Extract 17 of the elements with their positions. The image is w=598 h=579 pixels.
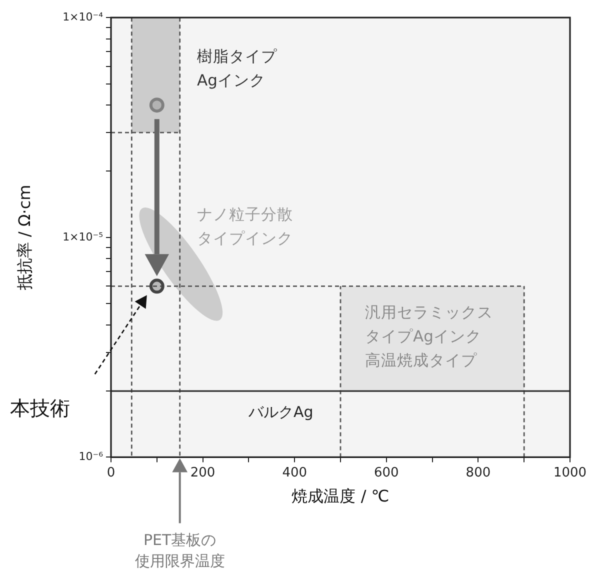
annotation: 樹脂タイプAgインク (197, 48, 278, 90)
x-tick-label: 600 (374, 465, 399, 480)
y-tick-label: 1×10⁻⁴ (62, 10, 104, 24)
annotation: ナノ粒子分散タイプインク (197, 206, 293, 248)
ref-line-label: PET基板の使用限界温度 (134, 531, 225, 570)
annotation: 汎用セラミックスタイプAgインク高温焼成タイプ (365, 304, 493, 370)
y-tick-label: 1×10⁻⁵ (62, 230, 103, 244)
x-tick-label: 1000 (553, 465, 587, 480)
x-tick-label: 200 (190, 465, 216, 480)
x-tick-label: 800 (466, 465, 491, 480)
x-axis-title: 焼成温度 / ℃ (292, 486, 390, 506)
x-tick-label: 400 (282, 465, 308, 480)
x-tick-label: 0 (106, 465, 116, 480)
text: 本技術 (10, 396, 70, 420)
y-tick-label: 10⁻⁶ (78, 450, 104, 464)
ref-line-label: バルクAg (247, 402, 314, 421)
y-axis-title: 抵抗率 / Ω·cm (14, 184, 34, 292)
